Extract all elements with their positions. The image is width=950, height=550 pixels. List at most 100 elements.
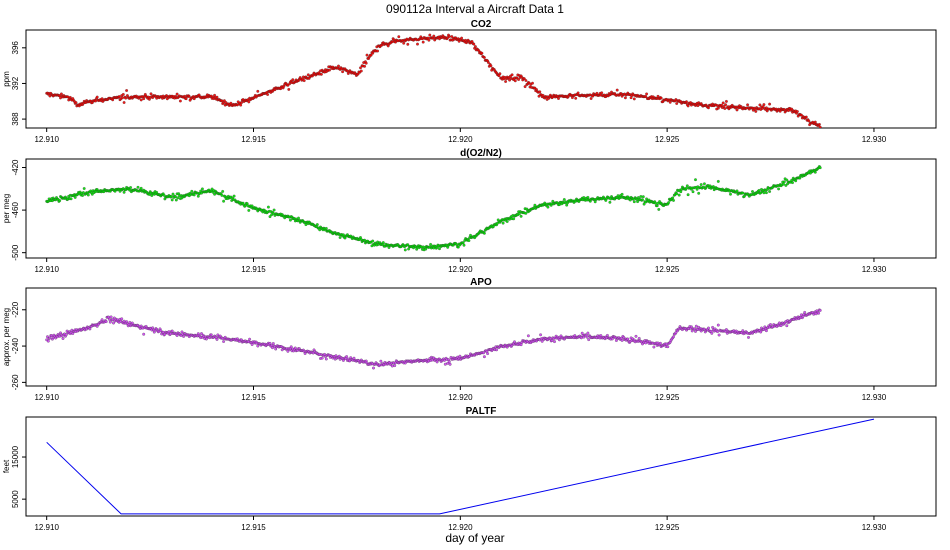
data-point <box>553 340 556 344</box>
data-point <box>472 42 476 46</box>
data-point <box>513 79 517 83</box>
plot-area <box>45 165 822 252</box>
data-point <box>652 345 656 349</box>
data-point <box>124 96 128 100</box>
data-point <box>461 241 465 245</box>
data-point <box>86 193 90 197</box>
data-point <box>266 205 270 209</box>
data-point <box>187 95 191 98</box>
data-point <box>100 318 104 322</box>
y-tick-label: 15000 <box>11 445 20 468</box>
data-point <box>794 179 798 183</box>
data-point <box>397 35 401 39</box>
data-point <box>523 85 527 89</box>
data-point <box>634 334 638 338</box>
data-point <box>694 178 697 182</box>
data-point <box>315 223 319 227</box>
data-point <box>813 120 817 124</box>
data-point <box>655 204 659 208</box>
data-point <box>489 64 493 68</box>
data-point <box>174 198 178 202</box>
data-point <box>175 92 179 96</box>
data-point <box>693 327 697 331</box>
data-point <box>538 90 542 94</box>
data-point <box>170 198 174 202</box>
data-point <box>175 334 179 337</box>
data-point <box>729 192 732 196</box>
data-point <box>768 102 772 106</box>
data-point <box>302 79 306 83</box>
plot-frame <box>25 158 937 259</box>
data-point <box>724 103 728 107</box>
y-tick-label: 388 <box>11 112 20 126</box>
data-point <box>256 344 260 348</box>
data-point <box>184 97 188 101</box>
data-point <box>95 95 99 99</box>
data-point <box>785 324 789 328</box>
data-point <box>695 187 699 191</box>
data-point <box>707 106 710 110</box>
data-point <box>540 339 544 343</box>
paltf-panel: PALTF feet 12.910 12.915 12.920 12.925 12.930 5… <box>2 406 937 532</box>
data-point <box>248 337 252 341</box>
data-point <box>791 181 794 185</box>
data-point <box>59 96 62 100</box>
data-point <box>443 362 447 366</box>
plot-frame <box>25 29 937 129</box>
data-point <box>403 248 407 252</box>
data-point <box>614 339 618 342</box>
data-point <box>200 332 203 336</box>
data-point <box>319 72 323 76</box>
data-point <box>345 355 349 359</box>
data-point <box>328 68 331 72</box>
data-point <box>338 236 342 239</box>
data-point <box>724 99 728 103</box>
panel-title: PALTF <box>466 406 497 417</box>
data-point <box>495 348 499 352</box>
data-point <box>576 91 580 95</box>
data-point <box>779 324 783 328</box>
data-point <box>149 92 153 96</box>
data-point <box>178 99 182 103</box>
data-point <box>531 81 534 85</box>
data-point <box>697 191 701 195</box>
y-tick-label: 392 <box>11 76 20 90</box>
data-point <box>685 184 689 188</box>
data-point <box>486 352 490 356</box>
data-point <box>642 202 646 206</box>
data-point <box>551 199 555 203</box>
y-tick-label: -500 <box>11 244 20 261</box>
x-tick-label: 12.930 <box>862 135 887 144</box>
data-point <box>94 99 98 103</box>
data-point <box>645 92 649 96</box>
x-tick-label: 12.915 <box>241 523 266 532</box>
apo-panel: APO approx. per meg 12.910 12.915 12.920 12.9… <box>2 277 937 402</box>
y-tick-label: 396 <box>11 41 20 55</box>
data-point <box>371 239 375 243</box>
o2n2-panel: d(O2/N2) per meg 12.910 12.915 12.920 12.925 1… <box>2 148 937 274</box>
data-point <box>369 53 373 57</box>
data-point <box>482 231 486 235</box>
data-point <box>672 335 675 339</box>
data-point <box>169 194 173 198</box>
data-point <box>746 103 750 107</box>
data-point <box>639 195 643 198</box>
data-point <box>256 89 260 93</box>
data-point <box>782 182 785 186</box>
data-point <box>232 194 236 198</box>
data-point <box>519 214 523 218</box>
data-point <box>222 340 226 343</box>
data-point <box>659 96 663 100</box>
data-point <box>74 101 78 104</box>
data-point <box>667 201 671 205</box>
data-point <box>69 197 73 201</box>
data-point <box>785 178 789 182</box>
data-point <box>482 56 486 59</box>
data-point <box>406 243 410 247</box>
data-point <box>192 193 196 197</box>
data-point <box>432 34 436 38</box>
altitude-line <box>46 418 875 515</box>
data-point <box>390 364 394 368</box>
data-point <box>615 88 619 92</box>
data-point <box>657 207 661 211</box>
